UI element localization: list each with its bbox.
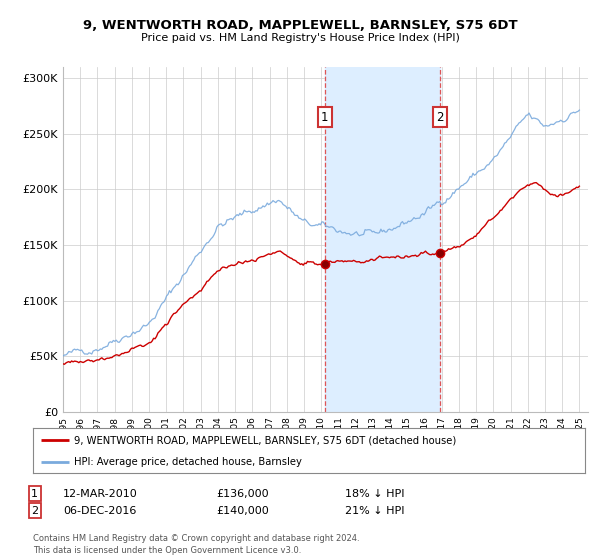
Text: Contains HM Land Registry data © Crown copyright and database right 2024.
This d: Contains HM Land Registry data © Crown c… [33, 534, 359, 555]
Text: £136,000: £136,000 [216, 489, 269, 499]
Bar [325, 67, 440, 412]
Text: 12-MAR-2010: 12-MAR-2010 [63, 489, 138, 499]
Text: £140,000: £140,000 [216, 506, 269, 516]
Text: 9, WENTWORTH ROAD, MAPPLEWELL, BARNSLEY, S75 6DT (detached house): 9, WENTWORTH ROAD, MAPPLEWELL, BARNSLEY,… [74, 436, 457, 446]
Text: 2: 2 [31, 506, 38, 516]
Text: 1: 1 [31, 489, 38, 499]
Text: 18% ↓ HPI: 18% ↓ HPI [345, 489, 404, 499]
Text: Price paid vs. HM Land Registry's House Price Index (HPI): Price paid vs. HM Land Registry's House … [140, 33, 460, 43]
Text: 21% ↓ HPI: 21% ↓ HPI [345, 506, 404, 516]
Text: 9, WENTWORTH ROAD, MAPPLEWELL, BARNSLEY, S75 6DT: 9, WENTWORTH ROAD, MAPPLEWELL, BARNSLEY,… [83, 18, 517, 32]
Text: 1: 1 [321, 111, 328, 124]
Text: HPI: Average price, detached house, Barnsley: HPI: Average price, detached house, Barn… [74, 457, 302, 467]
Text: 2: 2 [437, 111, 444, 124]
Text: 06-DEC-2016: 06-DEC-2016 [63, 506, 136, 516]
